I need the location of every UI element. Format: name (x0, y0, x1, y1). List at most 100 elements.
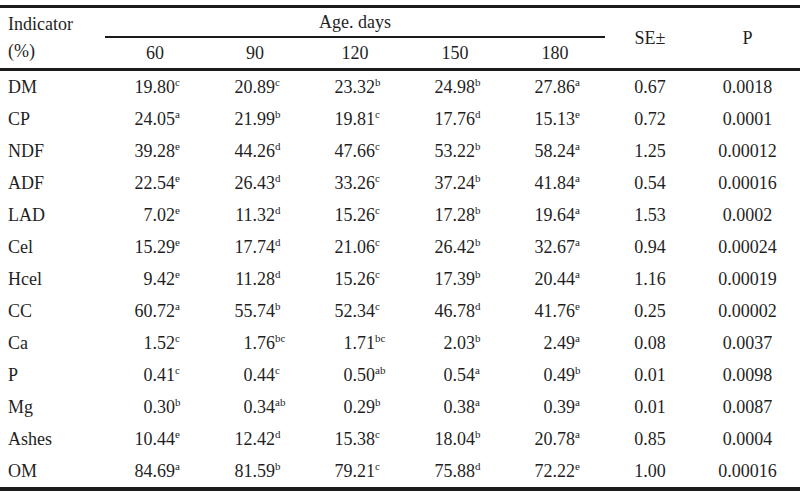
significance-superscript: d (275, 269, 295, 280)
table-row: Ashes10.44e12.42d15.38c18.04b20.78a0.850… (0, 423, 800, 455)
value-number: 20.89 (235, 77, 276, 97)
significance-superscript: e (575, 301, 595, 312)
significance-superscript: b (475, 205, 495, 216)
significance-superscript: e (175, 205, 195, 216)
significance-superscript: a (475, 365, 495, 376)
value-cell: 15.38c (305, 423, 405, 455)
value-number: 44.26 (235, 141, 276, 161)
indicator-cell: NDF (0, 135, 105, 167)
value-number: 17.39 (435, 269, 476, 289)
significance-superscript: b (475, 333, 495, 344)
value-cell: 0.50ab (305, 359, 405, 391)
value-cell: 19.81c (305, 103, 405, 135)
significance-superscript: e (175, 141, 195, 152)
value-cell: 17.76d (405, 103, 505, 135)
value-number: 20.78 (535, 429, 576, 449)
value-cell: 20.89c (205, 70, 305, 104)
value-number: 1.76 (244, 333, 276, 353)
nutrient-composition-table: Indicator (%) Age. days SE± P 60 90 120 … (0, 5, 800, 491)
value-number: 1.71 (344, 333, 376, 353)
table-row: CC60.72a55.74b52.34c46.78d41.76e0.250.00… (0, 295, 800, 327)
p-value-cell: 0.0087 (695, 391, 800, 423)
significance-superscript: a (575, 333, 595, 344)
p-column-header: P (695, 7, 800, 70)
age-column-header-150: 150 (405, 37, 505, 70)
value-cell: 52.34c (305, 295, 405, 327)
value-cell: 79.21c (305, 455, 405, 489)
se-cell: 0.67 (605, 70, 695, 104)
value-cell: 0.49b (505, 359, 605, 391)
age-column-header-60: 60 (105, 37, 205, 70)
significance-superscript: e (175, 237, 195, 248)
indicator-cell: CP (0, 103, 105, 135)
value-cell: 0.41c (105, 359, 205, 391)
se-cell: 0.94 (605, 231, 695, 263)
value-cell: 26.42b (405, 231, 505, 263)
table-row: DM19.80c20.89c23.32b24.98b27.86a0.670.00… (0, 70, 800, 104)
value-number: 24.05 (135, 109, 176, 129)
significance-superscript: e (575, 461, 595, 472)
value-number: 12.42 (235, 429, 276, 449)
value-number: 22.54 (135, 173, 176, 193)
significance-superscript: d (275, 237, 295, 248)
significance-superscript: a (175, 461, 195, 472)
value-number: 21.99 (235, 109, 276, 129)
significance-superscript: c (175, 333, 195, 344)
significance-superscript: ab (375, 365, 395, 376)
indicator-label-line2: (%) (8, 38, 105, 65)
value-cell: 33.26c (305, 167, 405, 199)
value-number: 11.28 (235, 269, 275, 289)
value-number: 0.50 (344, 365, 376, 385)
value-cell: 18.04b (405, 423, 505, 455)
value-number: 0.41 (144, 365, 176, 385)
value-number: 0.39 (544, 397, 576, 417)
significance-superscript: a (475, 397, 495, 408)
significance-superscript: b (275, 461, 295, 472)
value-number: 0.49 (544, 365, 576, 385)
value-number: 15.26 (335, 205, 376, 225)
p-value-cell: 0.0018 (695, 70, 800, 104)
significance-superscript: b (575, 365, 595, 376)
value-number: 32.67 (535, 237, 576, 257)
value-cell: 55.74b (205, 295, 305, 327)
significance-superscript: d (275, 429, 295, 440)
value-number: 58.24 (535, 141, 576, 161)
value-number: 0.38 (444, 397, 476, 417)
value-number: 18.04 (435, 429, 476, 449)
significance-superscript: c (375, 461, 395, 472)
value-cell: 2.49a (505, 327, 605, 359)
value-cell: 17.39b (405, 263, 505, 295)
value-cell: 24.98b (405, 70, 505, 104)
se-cell: 1.00 (605, 455, 695, 489)
table-row: Hcel9.42e11.28d15.26c17.39b20.44a1.160.0… (0, 263, 800, 295)
value-cell: 46.78d (405, 295, 505, 327)
value-number: 1.52 (144, 333, 176, 353)
significance-superscript: d (275, 205, 295, 216)
value-number: 17.28 (435, 205, 476, 225)
value-cell: 0.39a (505, 391, 605, 423)
value-number: 84.69 (135, 461, 176, 481)
p-value-cell: 0.0002 (695, 199, 800, 231)
value-number: 0.29 (344, 397, 376, 417)
value-cell: 44.26d (205, 135, 305, 167)
value-cell: 15.13e (505, 103, 605, 135)
significance-superscript: a (575, 429, 595, 440)
significance-superscript: c (375, 205, 395, 216)
value-number: 52.34 (335, 301, 376, 321)
significance-superscript: c (375, 429, 395, 440)
significance-superscript: c (375, 173, 395, 184)
value-number: 26.43 (235, 173, 276, 193)
value-cell: 41.76e (505, 295, 605, 327)
se-cell: 0.25 (605, 295, 695, 327)
value-number: 0.54 (444, 365, 476, 385)
significance-superscript: a (575, 397, 595, 408)
value-number: 79.21 (335, 461, 376, 481)
significance-superscript: d (275, 141, 295, 152)
value-number: 37.24 (435, 173, 476, 193)
value-cell: 0.44c (205, 359, 305, 391)
value-number: 26.42 (435, 237, 476, 257)
value-number: 19.64 (535, 205, 576, 225)
p-value-cell: 0.0004 (695, 423, 800, 455)
significance-superscript: c (375, 269, 395, 280)
value-cell: 9.42e (105, 263, 205, 295)
